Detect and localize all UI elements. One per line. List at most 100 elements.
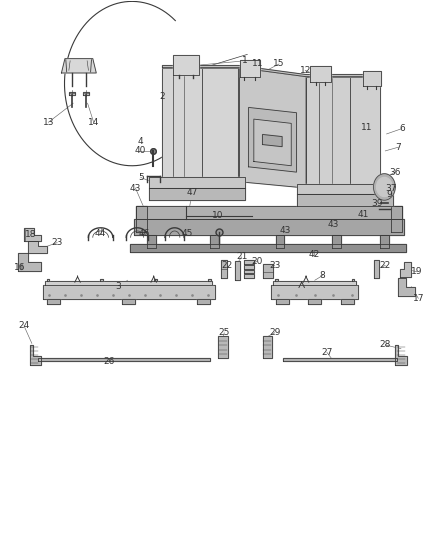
Polygon shape (308, 300, 321, 304)
Polygon shape (30, 345, 41, 365)
Polygon shape (249, 108, 297, 172)
Polygon shape (363, 71, 381, 86)
Polygon shape (374, 260, 379, 278)
Polygon shape (297, 184, 393, 195)
Text: 13: 13 (42, 118, 54, 127)
Polygon shape (28, 241, 47, 253)
Polygon shape (262, 336, 272, 358)
Polygon shape (39, 358, 210, 361)
Text: 42: 42 (308, 251, 319, 260)
Polygon shape (18, 253, 41, 271)
Text: 36: 36 (389, 167, 401, 176)
Polygon shape (149, 177, 245, 188)
Polygon shape (283, 358, 397, 361)
Text: 7: 7 (396, 143, 401, 152)
Text: 2: 2 (159, 92, 165, 101)
Polygon shape (391, 206, 402, 232)
Polygon shape (276, 235, 284, 248)
Polygon shape (377, 177, 392, 197)
Polygon shape (244, 274, 254, 278)
Text: 14: 14 (88, 118, 99, 127)
Polygon shape (122, 300, 135, 304)
Polygon shape (83, 92, 89, 95)
Text: 22: 22 (380, 261, 391, 270)
Polygon shape (218, 336, 228, 358)
Text: 39: 39 (371, 199, 382, 208)
Text: 11: 11 (251, 60, 263, 68)
Polygon shape (136, 206, 402, 219)
Text: 47: 47 (186, 188, 198, 197)
Polygon shape (395, 345, 407, 365)
Text: 21: 21 (236, 253, 247, 262)
Text: 45: 45 (182, 229, 193, 238)
Polygon shape (275, 279, 278, 281)
Text: 5: 5 (138, 173, 144, 182)
Text: 28: 28 (380, 341, 391, 350)
Polygon shape (352, 279, 354, 281)
Text: 4: 4 (138, 138, 144, 147)
Text: 10: 10 (212, 211, 224, 220)
Text: 9: 9 (387, 190, 392, 199)
Text: 22: 22 (221, 261, 233, 270)
Polygon shape (297, 195, 393, 206)
Text: 44: 44 (95, 229, 106, 238)
Polygon shape (24, 228, 42, 241)
Polygon shape (239, 68, 306, 188)
Text: 23: 23 (51, 238, 63, 247)
Text: 11: 11 (361, 123, 373, 132)
Polygon shape (134, 219, 404, 235)
Polygon shape (130, 244, 406, 252)
Text: 16: 16 (14, 263, 25, 272)
Text: 27: 27 (321, 348, 332, 357)
Polygon shape (208, 279, 211, 281)
Polygon shape (45, 281, 212, 285)
Polygon shape (262, 264, 273, 278)
Text: 24: 24 (18, 321, 30, 330)
Text: 29: 29 (269, 328, 280, 337)
Polygon shape (273, 281, 356, 285)
Polygon shape (173, 55, 199, 75)
Polygon shape (341, 300, 354, 304)
Polygon shape (244, 260, 254, 264)
Polygon shape (221, 260, 227, 278)
Polygon shape (271, 285, 358, 300)
Polygon shape (43, 285, 215, 300)
Text: 19: 19 (411, 268, 423, 276)
Text: 12: 12 (300, 66, 311, 75)
Polygon shape (311, 66, 331, 82)
Polygon shape (306, 77, 380, 188)
Text: 43: 43 (279, 226, 291, 235)
Text: 25: 25 (219, 328, 230, 337)
Polygon shape (235, 261, 240, 280)
Polygon shape (162, 68, 239, 182)
Polygon shape (332, 235, 341, 248)
Polygon shape (47, 279, 49, 281)
Polygon shape (154, 279, 157, 281)
Text: 43: 43 (130, 183, 141, 192)
Text: 3: 3 (115, 282, 121, 291)
Polygon shape (374, 174, 395, 200)
Text: 40: 40 (134, 147, 145, 156)
Polygon shape (399, 262, 411, 277)
Text: 15: 15 (273, 60, 285, 68)
Text: 18: 18 (25, 230, 37, 239)
Text: 37: 37 (385, 183, 397, 192)
Text: 8: 8 (320, 271, 325, 280)
Text: 41: 41 (358, 210, 369, 219)
Text: 20: 20 (251, 257, 263, 265)
Polygon shape (254, 119, 291, 166)
Text: 17: 17 (413, 294, 424, 303)
Polygon shape (276, 300, 289, 304)
Text: 1: 1 (242, 56, 248, 65)
Text: 23: 23 (269, 261, 280, 270)
Polygon shape (149, 188, 245, 200)
Polygon shape (100, 279, 103, 281)
Polygon shape (398, 278, 415, 296)
Text: 26: 26 (104, 358, 115, 367)
Polygon shape (197, 300, 210, 304)
Polygon shape (162, 66, 380, 77)
Polygon shape (210, 235, 219, 248)
Polygon shape (147, 235, 156, 248)
Polygon shape (240, 60, 260, 77)
Polygon shape (61, 59, 96, 73)
